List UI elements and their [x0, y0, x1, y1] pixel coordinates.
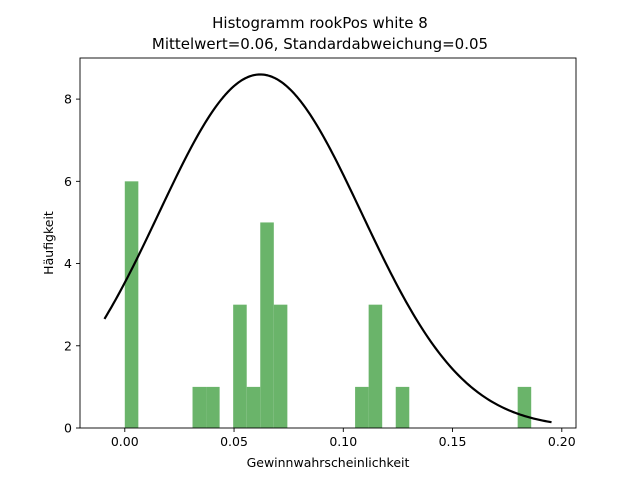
- histogram-bar: [260, 222, 274, 428]
- chart-title-line2: Mittelwert=0.06, Standardabweichung=0.05: [152, 35, 488, 53]
- plot-area-frame: [79, 57, 577, 429]
- histogram-bar: [395, 386, 410, 428]
- normal-fit-curve: [103, 73, 552, 424]
- histogram-bar: [273, 304, 288, 428]
- x-axis-label: Gewinnwahrscheinlichkeit: [247, 455, 410, 470]
- x-axis-ticks: 0.00 0.05 0.10 0.15 0.20: [111, 428, 576, 449]
- histogram-bar: [355, 386, 369, 428]
- x-tick-label: 0.15: [439, 434, 467, 449]
- y-tick-label: 0: [64, 421, 72, 436]
- histogram-bars: [124, 181, 532, 428]
- x-tick-label: 0.05: [220, 434, 248, 449]
- x-tick-label: 0.10: [329, 434, 357, 449]
- histogram-bar: [517, 386, 532, 428]
- x-tick-label: 0.20: [548, 434, 576, 449]
- y-tick-label: 6: [64, 174, 72, 189]
- histogram-bar: [206, 386, 220, 428]
- y-tick-label: 2: [64, 338, 72, 353]
- y-tick-label: 8: [64, 92, 72, 107]
- histogram-bar: [368, 304, 383, 428]
- histogram-bar: [233, 304, 247, 428]
- y-tick-label: 4: [64, 256, 72, 271]
- histogram-bar: [246, 386, 261, 428]
- y-axis-label: Häufigkeit: [41, 211, 56, 275]
- y-axis-ticks: 0 2 4 6 8: [64, 92, 80, 436]
- chart-title-line1: Histogramm rookPos white 8: [212, 14, 428, 32]
- x-tick-label: 0.00: [111, 434, 139, 449]
- histogram-bar: [192, 386, 207, 428]
- histogram-bar: [124, 181, 139, 428]
